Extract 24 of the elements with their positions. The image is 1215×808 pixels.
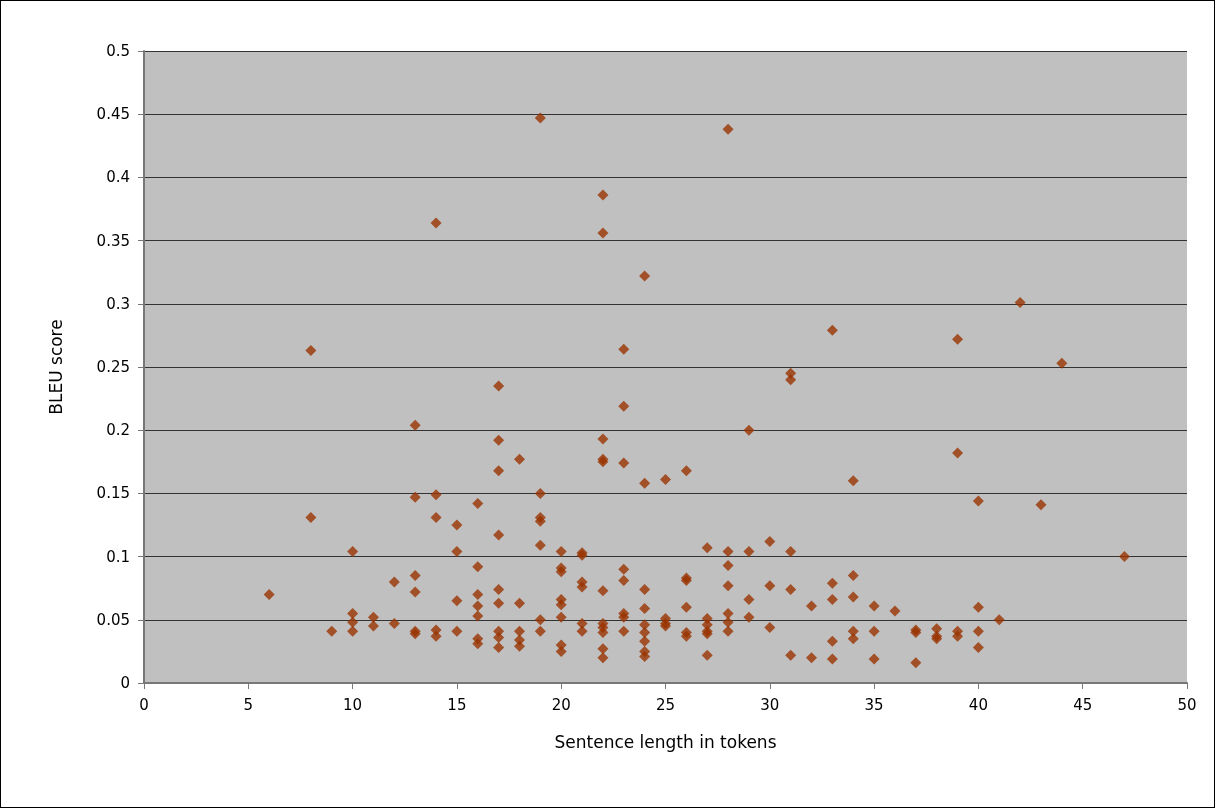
y-tick-label: 0 xyxy=(120,674,130,692)
y-tick-label: 0.4 xyxy=(106,168,130,187)
x-tick-label: 30 xyxy=(760,695,780,714)
x-tick-label: 0 xyxy=(139,695,149,714)
x-tick-label: 45 xyxy=(1073,695,1093,714)
y-tick-label: 0.25 xyxy=(96,358,130,376)
y-tick-label: 0.3 xyxy=(106,294,130,313)
y-tick-label: 0.2 xyxy=(106,421,130,440)
x-tick-label: 35 xyxy=(864,695,884,714)
x-tick-label: 40 xyxy=(968,695,988,714)
y-tick-label: 0.15 xyxy=(96,484,130,503)
x-tick-label: 25 xyxy=(655,695,676,714)
x-tick-label: 15 xyxy=(447,695,467,714)
y-axis-title: BLEU score xyxy=(45,319,66,415)
x-tick-label: 10 xyxy=(343,695,363,714)
x-tick-label: 50 xyxy=(1177,695,1197,714)
y-tick-label: 0.5 xyxy=(106,42,130,60)
x-tick-label: 20 xyxy=(551,695,571,714)
y-tick-label: 0.1 xyxy=(106,547,130,566)
x-tick-label: 5 xyxy=(243,695,254,714)
y-tick-label: 0.45 xyxy=(96,105,130,124)
y-tick-label: 0.05 xyxy=(96,610,130,629)
x-axis-title: Sentence length in tokens xyxy=(554,731,777,752)
y-tick-label: 0.35 xyxy=(96,231,130,250)
